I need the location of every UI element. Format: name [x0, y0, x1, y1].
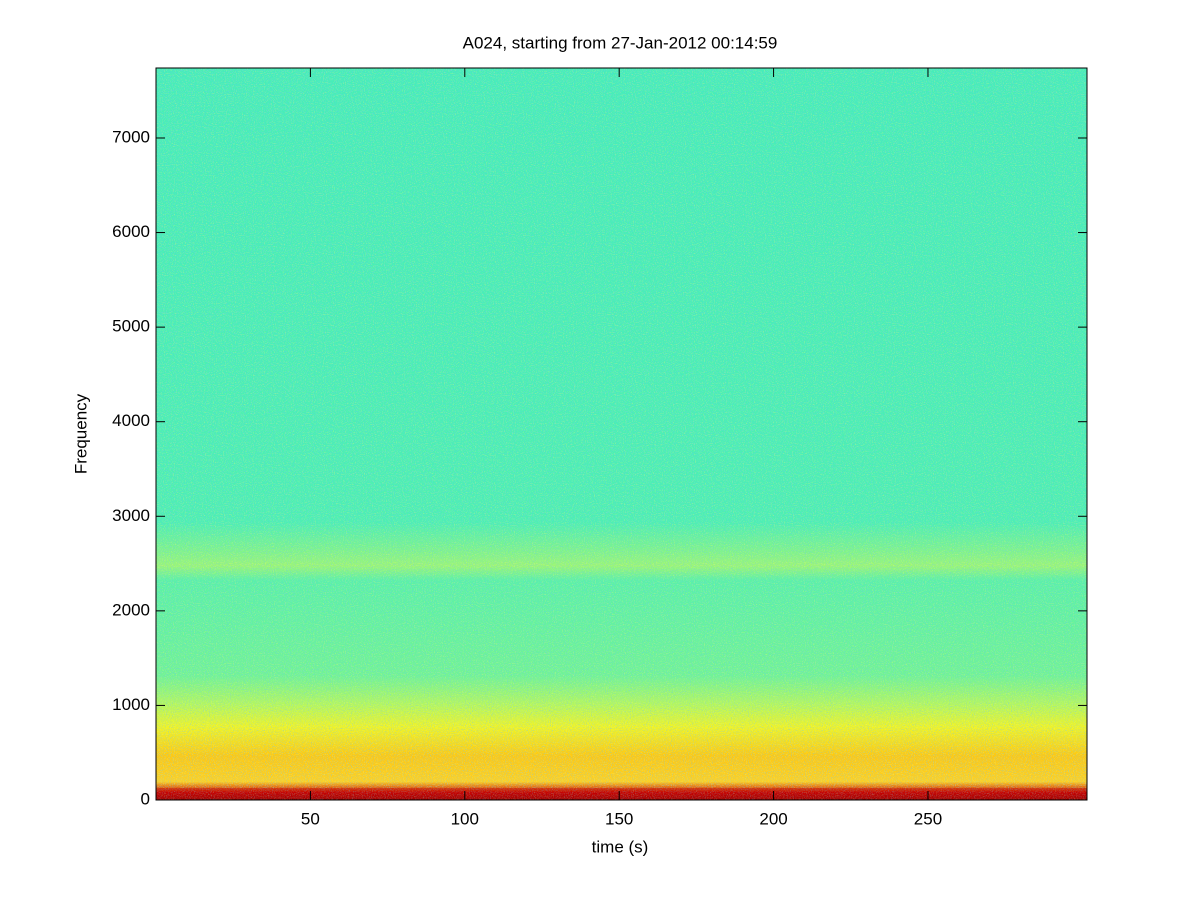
y-tick-label: 3000: [112, 506, 150, 525]
x-tick-label: 100: [451, 809, 479, 828]
spectrogram-image: [156, 68, 1087, 800]
spectrogram-noise: [156, 68, 1087, 800]
x-tick-label: 200: [759, 809, 787, 828]
y-tick-label: 2000: [112, 600, 150, 619]
y-axis-label: Frequency: [71, 393, 90, 474]
low-band: [156, 788, 1087, 800]
y-tick-label: 7000: [112, 127, 150, 146]
chart-title: A024, starting from 27-Jan-2012 00:14:59: [463, 33, 778, 52]
x-tick-label: 50: [301, 809, 320, 828]
y-tick-label: 1000: [112, 695, 150, 714]
x-tick-label: 150: [605, 809, 633, 828]
y-tick-label: 0: [141, 789, 150, 808]
y-tick-label: 4000: [112, 411, 150, 430]
x-tick-label: 250: [914, 809, 942, 828]
y-tick-label: 5000: [112, 317, 150, 336]
y-tick-label: 6000: [112, 222, 150, 241]
x-axis-label: time (s): [592, 837, 649, 856]
axes-box: [155, 67, 1088, 801]
